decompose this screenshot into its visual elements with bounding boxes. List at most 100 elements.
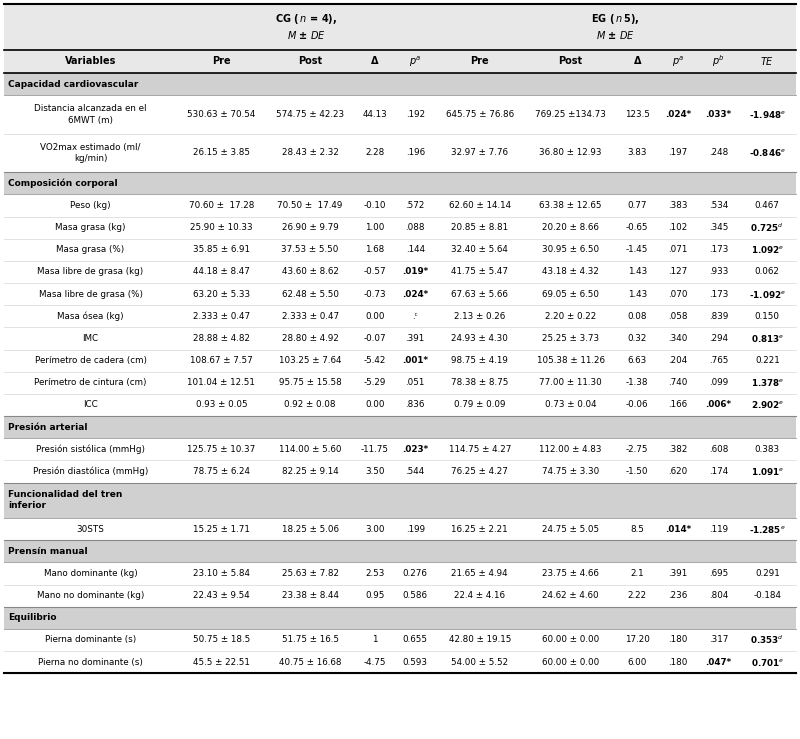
Text: -5.42: -5.42 <box>363 356 386 365</box>
Text: 0.32: 0.32 <box>627 334 647 343</box>
Text: .765: .765 <box>709 356 728 365</box>
Text: 1.43: 1.43 <box>628 268 647 276</box>
Text: -0.57: -0.57 <box>363 268 386 276</box>
Bar <box>4 438 796 460</box>
Text: Prensín manual: Prensín manual <box>8 547 88 556</box>
Text: .192: .192 <box>406 110 425 119</box>
Text: -0.184: -0.184 <box>754 591 782 600</box>
Text: 74.75 ± 3.30: 74.75 ± 3.30 <box>542 467 599 476</box>
Text: .608: .608 <box>709 445 728 454</box>
Text: .839: .839 <box>709 312 728 321</box>
Text: 44.18 ± 8.47: 44.18 ± 8.47 <box>193 268 250 276</box>
Text: -1.092$^{e}$: -1.092$^{e}$ <box>749 289 786 299</box>
Text: 28.88 ± 4.82: 28.88 ± 4.82 <box>193 334 250 343</box>
Text: .174: .174 <box>709 467 728 476</box>
Text: 3.50: 3.50 <box>365 467 385 476</box>
Text: 114.00 ± 5.60: 114.00 ± 5.60 <box>279 445 342 454</box>
Text: .740: .740 <box>668 378 687 387</box>
Text: 0.291: 0.291 <box>755 569 780 578</box>
Text: 17.20: 17.20 <box>625 636 650 644</box>
Text: 114.75 ± 4.27: 114.75 ± 4.27 <box>449 445 511 454</box>
Text: 30.95 ± 6.50: 30.95 ± 6.50 <box>542 245 599 254</box>
Text: 0.95: 0.95 <box>365 591 384 600</box>
Text: 50.75 ± 18.5: 50.75 ± 18.5 <box>193 636 250 644</box>
Text: 28.80 ± 4.92: 28.80 ± 4.92 <box>282 334 338 343</box>
Text: Post: Post <box>298 56 322 67</box>
Text: .070: .070 <box>668 290 687 299</box>
Text: 2.22: 2.22 <box>628 591 647 600</box>
Text: .620: .620 <box>668 467 687 476</box>
Text: .804: .804 <box>709 591 728 600</box>
Bar <box>4 607 796 629</box>
Text: 15.25 ± 1.71: 15.25 ± 1.71 <box>193 525 250 534</box>
Text: 82.25 ± 9.14: 82.25 ± 9.14 <box>282 467 338 476</box>
Text: Peso (kg): Peso (kg) <box>70 201 111 210</box>
Bar <box>4 305 796 327</box>
Text: -5.29: -5.29 <box>363 378 386 387</box>
Text: .173: .173 <box>709 245 728 254</box>
Text: .180: .180 <box>668 658 687 667</box>
Text: .544: .544 <box>406 467 425 476</box>
Bar <box>4 73 796 95</box>
Text: 95.75 ± 15.58: 95.75 ± 15.58 <box>278 378 342 387</box>
Text: 1.378$^{e}$: 1.378$^{e}$ <box>750 378 784 388</box>
Text: 22.43 ± 9.54: 22.43 ± 9.54 <box>193 591 250 600</box>
Text: Masa libre de grasa (%): Masa libre de grasa (%) <box>38 290 142 299</box>
Bar <box>4 629 796 651</box>
Bar <box>4 134 796 172</box>
Text: .180: .180 <box>668 636 687 644</box>
Text: 54.00 ± 5.52: 54.00 ± 5.52 <box>451 658 508 667</box>
Text: 24.62 ± 4.60: 24.62 ± 4.60 <box>542 591 599 600</box>
Text: Masa grasa (kg): Masa grasa (kg) <box>55 223 126 232</box>
Bar <box>4 327 796 350</box>
Text: 1.00: 1.00 <box>365 223 384 232</box>
Text: .933: .933 <box>709 268 728 276</box>
Text: 35.85 ± 6.91: 35.85 ± 6.91 <box>193 245 250 254</box>
Bar <box>4 585 796 607</box>
Text: Post: Post <box>558 56 582 67</box>
Bar <box>4 483 796 518</box>
Text: 41.75 ± 5.47: 41.75 ± 5.47 <box>451 268 508 276</box>
Text: 32.40 ± 5.64: 32.40 ± 5.64 <box>451 245 508 254</box>
Text: Mano no dominante (kg): Mano no dominante (kg) <box>37 591 144 600</box>
Text: 125.75 ± 10.37: 125.75 ± 10.37 <box>187 445 255 454</box>
Text: Funcionalidad del tren
inferior: Funcionalidad del tren inferior <box>8 490 122 511</box>
Text: Pierna no dominante (s): Pierna no dominante (s) <box>38 658 143 667</box>
Text: Presión sistólica (mmHg): Presión sistólica (mmHg) <box>36 445 145 454</box>
Text: .023*: .023* <box>402 445 428 454</box>
Text: 98.75 ± 4.19: 98.75 ± 4.19 <box>451 356 508 365</box>
Text: 0.725$^{d}$: 0.725$^{d}$ <box>750 222 784 234</box>
Text: 78.38 ± 8.75: 78.38 ± 8.75 <box>451 378 509 387</box>
Text: .051: .051 <box>406 378 425 387</box>
Text: .173: .173 <box>709 290 728 299</box>
Text: .196: .196 <box>406 149 425 157</box>
Text: 0.383: 0.383 <box>754 445 780 454</box>
Text: -1.948$^{e}$: -1.948$^{e}$ <box>749 109 786 120</box>
Text: 40.75 ± 16.68: 40.75 ± 16.68 <box>279 658 342 667</box>
Text: 63.38 ± 12.65: 63.38 ± 12.65 <box>539 201 602 210</box>
Text: 60.00 ± 0.00: 60.00 ± 0.00 <box>542 658 599 667</box>
Bar <box>4 194 796 217</box>
Text: .ᶜ: .ᶜ <box>412 312 418 321</box>
Text: .047*: .047* <box>706 658 731 667</box>
Bar <box>4 4 796 50</box>
Text: 2.902$^{e}$: 2.902$^{e}$ <box>750 400 784 410</box>
Text: 0.73 ± 0.04: 0.73 ± 0.04 <box>545 401 596 409</box>
Text: 2.13 ± 0.26: 2.13 ± 0.26 <box>454 312 506 321</box>
Text: 1.68: 1.68 <box>365 245 384 254</box>
Text: 62.48 ± 5.50: 62.48 ± 5.50 <box>282 290 338 299</box>
Text: 45.5 ± 22.51: 45.5 ± 22.51 <box>193 658 250 667</box>
Text: IMC: IMC <box>82 334 98 343</box>
Text: 78.75 ± 6.24: 78.75 ± 6.24 <box>193 467 250 476</box>
Text: 6.63: 6.63 <box>628 356 647 365</box>
Bar <box>4 372 796 394</box>
Text: 26.15 ± 3.85: 26.15 ± 3.85 <box>193 149 250 157</box>
Text: 0.93 ± 0.05: 0.93 ± 0.05 <box>196 401 247 409</box>
Text: 6.00: 6.00 <box>627 658 647 667</box>
Text: 67.63 ± 5.66: 67.63 ± 5.66 <box>451 290 508 299</box>
Text: .236: .236 <box>668 591 687 600</box>
Text: 24.93 ± 4.30: 24.93 ± 4.30 <box>451 334 508 343</box>
Text: -1.50: -1.50 <box>626 467 649 476</box>
Text: -0.06: -0.06 <box>626 401 649 409</box>
Text: 23.75 ± 4.66: 23.75 ± 4.66 <box>542 569 599 578</box>
